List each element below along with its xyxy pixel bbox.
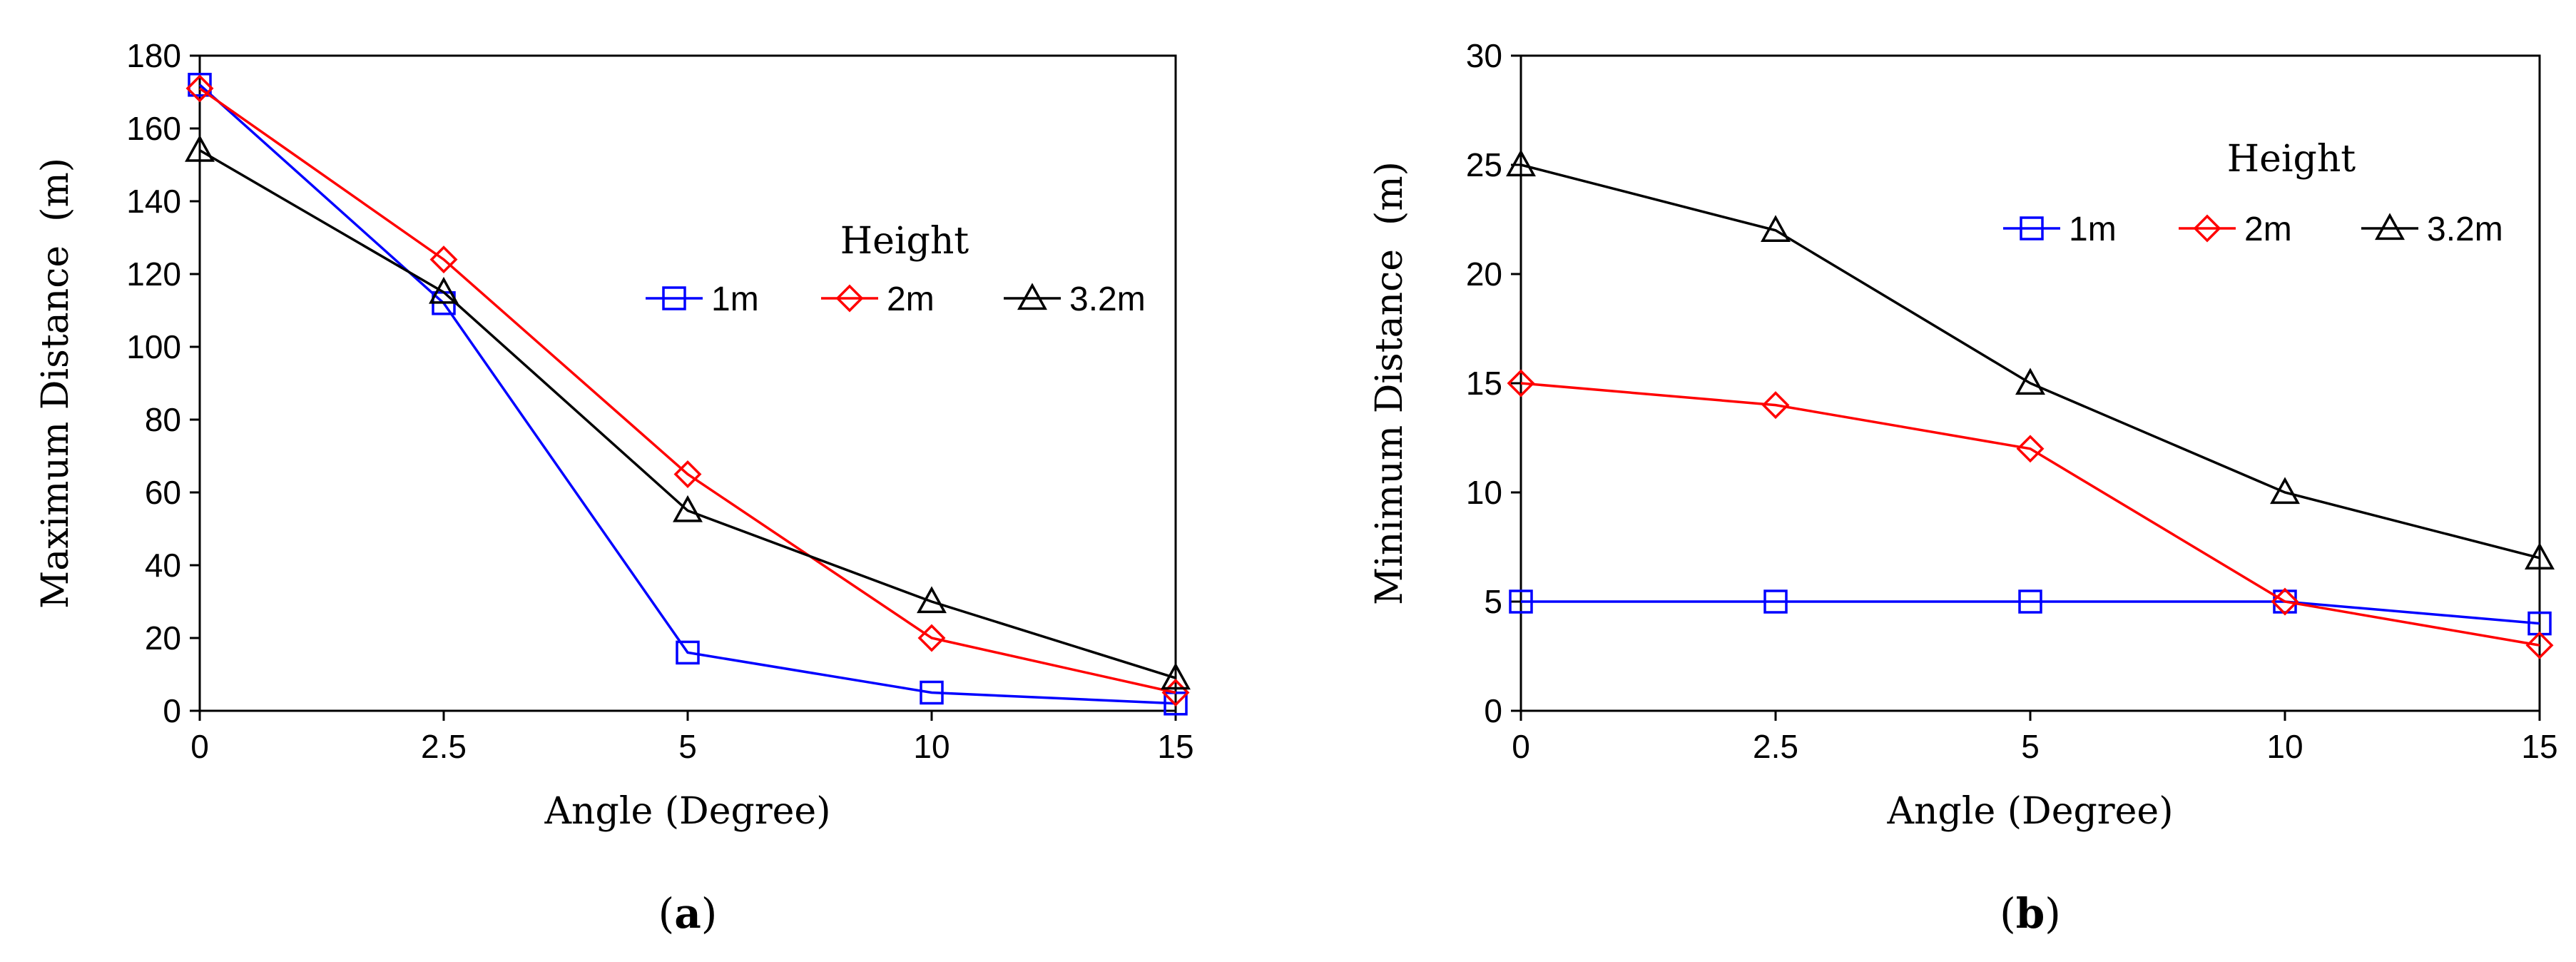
legend-marker-1m bbox=[2020, 216, 2044, 241]
data-point-2m bbox=[1507, 369, 1535, 398]
x-tick-label: 2.5 bbox=[421, 728, 467, 765]
legend-label-2m: 2m bbox=[887, 280, 935, 318]
panel-label: (b) bbox=[2000, 889, 2061, 938]
panel-label: (a) bbox=[658, 889, 718, 938]
data-point-2m bbox=[917, 624, 946, 652]
y-tick-label: 80 bbox=[145, 401, 181, 438]
y-tick-label: 120 bbox=[126, 255, 181, 293]
x-tick-label: 10 bbox=[913, 728, 950, 765]
x-tick-label: 10 bbox=[2266, 728, 2303, 765]
x-tick-label: 5 bbox=[2021, 728, 2040, 765]
y-tick-label: 40 bbox=[145, 547, 181, 584]
y-tick-label: 30 bbox=[1466, 37, 1502, 74]
data-point-3.2m bbox=[1506, 149, 1536, 177]
panel-b: 0 5 10 15 20 25 30 0 2.5 5 10 15 Angle (Degree) Minim… bbox=[1368, 37, 2558, 938]
data-point-2m bbox=[2525, 631, 2554, 659]
series-line-1m bbox=[1521, 600, 2540, 625]
x-tick-label: 15 bbox=[1157, 728, 1193, 765]
plot-area bbox=[198, 54, 1177, 712]
legend-marker-3.2m bbox=[1017, 283, 1047, 310]
data-point-3.2m bbox=[2270, 477, 2300, 505]
y-tick-label: 180 bbox=[126, 37, 181, 74]
data-point-2m bbox=[429, 245, 458, 274]
legend-label-2m: 2m bbox=[2244, 211, 2292, 248]
x-tick-label: 2.5 bbox=[1753, 728, 1798, 765]
data-point-2m bbox=[1761, 391, 1790, 420]
data-point-2m bbox=[2271, 587, 2299, 616]
y-axis-title: Maximum Distance (m) bbox=[34, 158, 77, 609]
y-axis-title: Minimum Distance (m) bbox=[1368, 161, 1411, 605]
data-point-1m bbox=[1509, 589, 1533, 614]
y-tick-label: 0 bbox=[163, 692, 181, 729]
data-point-3.2m bbox=[1161, 662, 1191, 690]
data-point-2m bbox=[185, 74, 214, 103]
legend-marker-2m bbox=[2193, 214, 2221, 243]
data-point-1m bbox=[920, 680, 944, 705]
legend-label-3.2m: 3.2m bbox=[2427, 211, 2503, 248]
legend-marker-1m bbox=[662, 286, 686, 310]
panel-label-close: ) bbox=[2045, 889, 2061, 938]
data-point-1m bbox=[1164, 692, 1188, 716]
data-point-1m bbox=[676, 640, 700, 665]
legend-marker-3.2m bbox=[2375, 213, 2405, 241]
data-point-3.2m bbox=[2015, 368, 2045, 395]
y-tick-label: 140 bbox=[126, 183, 181, 220]
y-tick-label: 25 bbox=[1466, 146, 1502, 183]
y-tick-label: 60 bbox=[145, 474, 181, 511]
y-tick-label: 20 bbox=[145, 619, 181, 657]
y-tick-label: 100 bbox=[126, 328, 181, 365]
x-axis-title: Angle (Degree) bbox=[1887, 790, 2174, 833]
data-point-3.2m bbox=[673, 495, 703, 522]
data-point-2m bbox=[673, 460, 702, 488]
y-tick-label: 15 bbox=[1466, 365, 1502, 402]
y-tick-label: 5 bbox=[1484, 583, 1502, 620]
series-line-3.2m bbox=[199, 149, 1176, 679]
y-tick-label: 10 bbox=[1466, 474, 1502, 511]
data-point-3.2m bbox=[1761, 215, 1791, 242]
series-line-2m bbox=[198, 87, 1176, 694]
data-point-3.2m bbox=[185, 134, 215, 162]
series-line-3.2m bbox=[1520, 163, 2540, 560]
panel-a: 0 20 40 60 80 100 120 140 160 180 0 2.5 5 10 15 Angle (… bbox=[34, 37, 1194, 938]
x-tick-label: 0 bbox=[1512, 728, 1530, 765]
x-tick-label: 15 bbox=[2521, 728, 2557, 765]
legend-title: Height bbox=[840, 220, 969, 263]
panel-label-letter: a bbox=[674, 889, 701, 938]
data-point-1m bbox=[1763, 589, 1788, 614]
data-point-3.2m bbox=[917, 586, 947, 614]
data-point-1m bbox=[2018, 589, 2042, 614]
legend-marker-2m bbox=[835, 284, 864, 313]
x-tick-label: 0 bbox=[190, 728, 209, 765]
data-point-1m bbox=[188, 73, 212, 97]
y-tick-label: 0 bbox=[1484, 692, 1502, 729]
x-tick-label: 5 bbox=[678, 728, 697, 765]
panel-label-open: ( bbox=[658, 889, 675, 938]
series-line-2m bbox=[1520, 382, 2540, 647]
legend-label-3.2m: 3.2m bbox=[1069, 280, 1146, 318]
panel-label-letter: b bbox=[2016, 889, 2045, 938]
data-point-2m bbox=[2016, 435, 2045, 463]
y-tick-label: 20 bbox=[1466, 255, 1502, 293]
data-point-3.2m bbox=[2525, 542, 2555, 569]
x-axis-title: Angle (Degree) bbox=[544, 790, 831, 833]
panel-label-close: ) bbox=[701, 889, 718, 938]
legend-title: Height bbox=[2227, 138, 2356, 181]
panel-label-open: ( bbox=[2000, 889, 2016, 938]
series-line-1m bbox=[198, 83, 1176, 705]
data-point-3.2m bbox=[429, 276, 459, 304]
legend-label-1m: 1m bbox=[2069, 211, 2117, 248]
y-tick-label: 160 bbox=[126, 110, 181, 147]
legend-label-1m: 1m bbox=[711, 280, 759, 318]
